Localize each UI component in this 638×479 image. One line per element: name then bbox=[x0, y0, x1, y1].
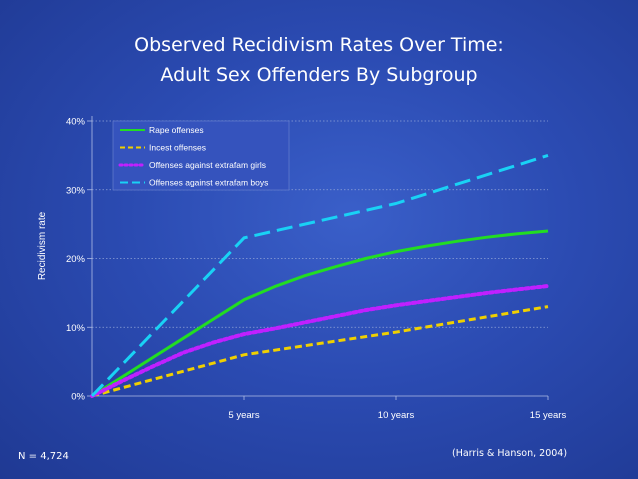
title-line-2: Adult Sex Offenders By Subgroup bbox=[160, 64, 478, 86]
title-line-1: Observed Recidivism Rates Over Time: bbox=[134, 34, 504, 56]
series-line-4 bbox=[90, 153, 549, 398]
legend: Rape offenses Incest offenses Offenses aga… bbox=[112, 120, 290, 191]
x-tick-label-15: 15 years bbox=[530, 410, 567, 421]
series-lines bbox=[90, 153, 550, 398]
series-line-2 bbox=[91, 305, 549, 398]
y-tick-label-0: 0% bbox=[71, 392, 85, 403]
series-line-3 bbox=[90, 284, 550, 398]
x-tick-label-5: 5 years bbox=[228, 410, 259, 421]
legend-label-4: Offenses against extrafam boys bbox=[149, 178, 268, 188]
legend-label-3: Offenses against extrafam girls bbox=[149, 160, 266, 170]
x-tick-label-10: 10 years bbox=[378, 410, 415, 421]
legend-box bbox=[112, 120, 290, 191]
series-line-1 bbox=[91, 229, 549, 398]
y-axis-label: Recidivism rate bbox=[37, 211, 48, 280]
legend-label-2: Incest offenses bbox=[149, 143, 206, 153]
sample-size-note: N = 4,724 bbox=[18, 451, 69, 462]
legend-label-1: Rape offenses bbox=[149, 125, 204, 135]
gridlines bbox=[92, 120, 548, 328]
y-tick-label-40: 40% bbox=[66, 117, 86, 128]
y-tick-label-20: 20% bbox=[66, 254, 86, 265]
y-tick-label-10: 10% bbox=[66, 323, 86, 334]
citation: (Harris & Hanson, 2004) bbox=[452, 448, 568, 459]
y-tick-label-30: 30% bbox=[66, 185, 86, 196]
axes: 0% 10% 20% 30% 40% 5 years 10 years 15 years bbox=[66, 116, 566, 421]
chart-title: Observed Recidivism Rates Over Time: Adu… bbox=[0, 30, 638, 90]
